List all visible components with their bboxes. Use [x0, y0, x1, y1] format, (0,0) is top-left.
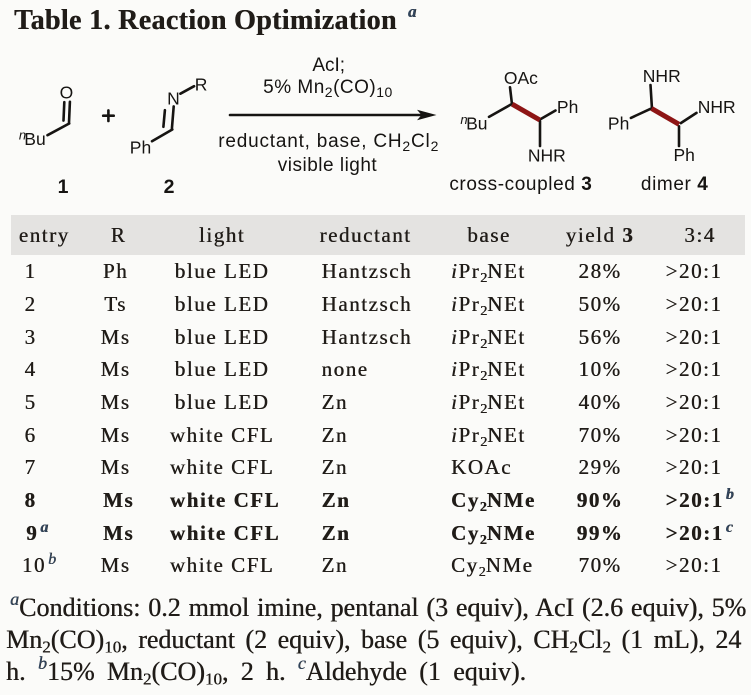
svg-text:Ph: Ph: [674, 145, 695, 165]
svg-text:2: 2: [164, 176, 175, 198]
svg-text:R: R: [195, 74, 208, 94]
svg-text:NHR: NHR: [528, 145, 566, 165]
svg-text:Ph: Ph: [608, 114, 629, 134]
svg-text:AcI;: AcI;: [312, 55, 345, 76]
svg-text:cross-coupled 3: cross-coupled 3: [449, 174, 592, 195]
svg-text:n: n: [460, 112, 467, 127]
svg-text:Bu: Bu: [466, 113, 487, 133]
svg-text:n: n: [19, 128, 26, 143]
svg-text:O: O: [60, 83, 74, 103]
svg-text:1: 1: [58, 176, 69, 198]
svg-text:Ph: Ph: [557, 97, 578, 117]
svg-text:NHR: NHR: [698, 97, 736, 117]
svg-text:reductant, base, CH2Cl2: reductant, base, CH2Cl2: [218, 131, 439, 154]
svg-text:N: N: [167, 89, 180, 109]
svg-text:Bu: Bu: [24, 129, 45, 149]
svg-text:dimer 4: dimer 4: [641, 174, 709, 195]
svg-text:NHR: NHR: [643, 66, 681, 86]
svg-text:visible light: visible light: [278, 155, 378, 176]
svg-text:5% Mn2(CO)10: 5% Mn2(CO)10: [263, 77, 393, 100]
svg-text:OAc: OAc: [504, 68, 538, 88]
svg-text:Ph: Ph: [130, 138, 151, 158]
